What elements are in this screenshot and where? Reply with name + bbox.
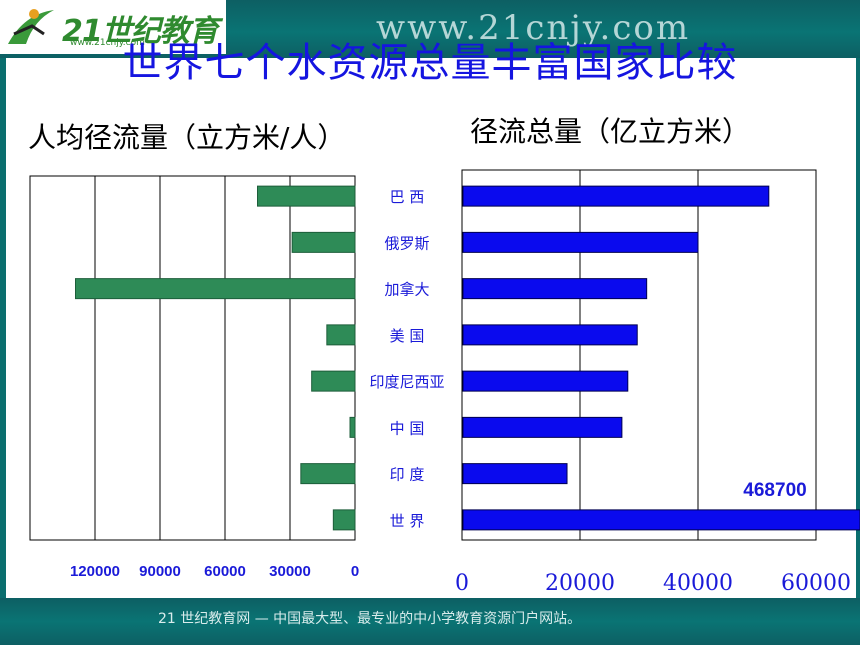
footer-band (0, 598, 860, 645)
category-label: 印 度 (390, 466, 425, 484)
left-x-tick-label: 30000 (269, 563, 311, 580)
right-chart-title: 径流总量（亿立方米） (470, 115, 751, 148)
right-x-tick-label: 60000 (781, 571, 851, 596)
right-plot-frame (461, 169, 817, 541)
category-label: 中 国 (390, 419, 425, 437)
category-label: 加拿大 (384, 281, 429, 299)
site-logo[interactable]: 21世纪教育 www.21cnjy.com (0, 0, 226, 54)
left-plot-frame (29, 175, 356, 541)
left-x-tick-label: 90000 (139, 563, 181, 580)
left-bar (332, 509, 356, 531)
left-x-tick-label: 60000 (204, 563, 246, 580)
right-bar (462, 324, 638, 346)
left-bar (349, 416, 356, 438)
left-chart-title: 人均径流量（立方米/人） (28, 121, 346, 154)
left-bar (311, 370, 356, 392)
right-bar (462, 231, 699, 253)
right-bar (462, 278, 648, 300)
data-label: 468700 (743, 480, 806, 501)
right-bar (462, 416, 623, 438)
left-bar (300, 463, 356, 485)
right-x-tick-label: 40000 (663, 571, 733, 596)
category-label: 印度尼西亚 (369, 373, 444, 391)
right-frame-strip (856, 58, 860, 598)
footer-text: 21 世纪教育网 — 中国最大型、最专业的中小学教育资源门户网站。 (158, 611, 582, 627)
left-bar (326, 324, 356, 346)
runner-icon (8, 9, 54, 44)
right-bar (462, 185, 770, 207)
logo-text: 21世纪教育 (62, 14, 219, 49)
right-bar (462, 509, 860, 531)
category-label: 美 国 (390, 327, 425, 345)
right-x-tick-label: 20000 (545, 571, 615, 596)
left-x-tick-label: 0 (351, 563, 359, 580)
page-title: 世界七个水资源总量丰富国家比较 (122, 40, 738, 86)
right-bar (462, 463, 568, 485)
site-url: www.21cnjy.com (376, 8, 691, 48)
category-label: 俄罗斯 (384, 234, 429, 252)
left-frame-strip (0, 58, 6, 598)
left-x-tick-label: 120000 (70, 563, 120, 580)
left-bar (75, 278, 356, 300)
left-bar (291, 231, 356, 253)
category-label: 巴 西 (390, 188, 425, 206)
right-x-tick-label: 0 (455, 571, 469, 596)
left-bar (257, 185, 356, 207)
logo-subtext: www.21cnjy.com (70, 38, 145, 48)
right-bar (462, 370, 629, 392)
category-label: 世 界 (390, 512, 425, 530)
